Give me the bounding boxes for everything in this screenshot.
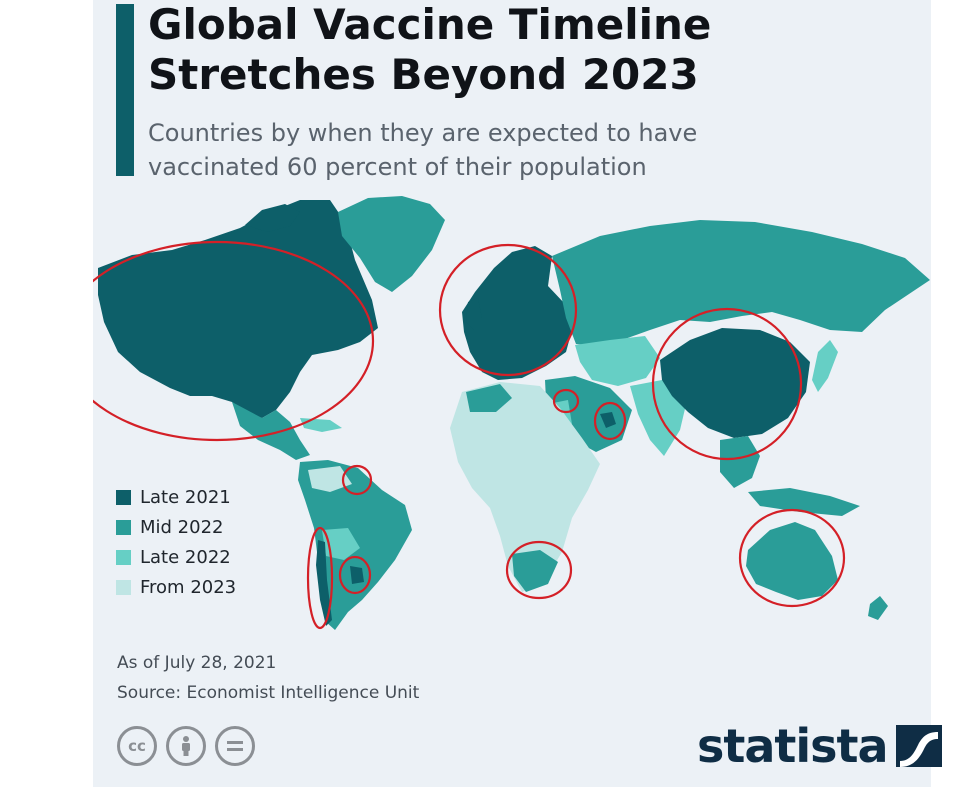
region-venezuela	[308, 466, 352, 492]
region-caribbean	[300, 418, 342, 432]
legend-label: From 2023	[140, 576, 237, 598]
map-legend: Late 2021 Mid 2022 Late 2022 From 2023	[116, 482, 236, 602]
region-southern-africa	[512, 550, 558, 592]
source-note: Source: Economist Intelligence Unit	[117, 683, 420, 703]
legend-label: Late 2022	[140, 546, 231, 568]
region-mexico	[232, 402, 310, 460]
legend-swatch	[116, 579, 131, 595]
as-of-date: As of July 28, 2021	[117, 653, 277, 673]
region-uk	[466, 298, 482, 330]
region-japan	[812, 340, 838, 392]
license-icons: cc	[117, 726, 255, 766]
legend-item-late-2022: Late 2022	[116, 542, 236, 572]
highlight-circle-chile	[306, 526, 334, 630]
region-southeast-asia	[720, 436, 760, 488]
highlight-circle-europe	[438, 243, 578, 377]
region-russia	[552, 220, 930, 346]
highlight-circle-caribbean	[341, 464, 373, 496]
creative-commons-icon[interactable]: cc	[117, 726, 157, 766]
region-africa	[450, 382, 600, 592]
title-accent-bar	[116, 4, 134, 176]
title-line-1: Global Vaccine Timeline	[148, 0, 712, 49]
highlight-circle-australia	[738, 508, 846, 608]
legend-swatch	[116, 519, 131, 535]
region-uae-qatar	[600, 412, 616, 428]
region-chile	[316, 540, 332, 626]
region-north-africa	[466, 384, 512, 412]
footnote: As of July 28, 2021 Source: Economist In…	[117, 648, 419, 708]
legend-label: Mid 2022	[140, 516, 224, 538]
no-derivatives-icon[interactable]	[215, 726, 255, 766]
region-uruguay	[350, 566, 364, 584]
region-china	[660, 328, 810, 438]
subtitle-line-2: vaccinated 60 percent of their populatio…	[148, 153, 647, 181]
legend-item-mid-2022: Mid 2022	[116, 512, 236, 542]
highlight-circle-uruguay	[338, 555, 372, 595]
attribution-person-icon[interactable]	[166, 726, 206, 766]
chart-title: Global Vaccine Timeline Stretches Beyond…	[148, 0, 928, 100]
region-greenland	[338, 196, 445, 292]
region-australia	[746, 522, 838, 600]
region-north-america	[98, 200, 378, 418]
highlight-circle-israel	[552, 388, 580, 414]
highlight-circle-south-africa	[505, 540, 573, 600]
legend-swatch	[116, 549, 131, 565]
subtitle-line-1: Countries by when they are expected to h…	[148, 119, 698, 147]
region-bolivia-paraguay	[322, 528, 360, 560]
region-middle-east	[545, 376, 632, 452]
highlight-circle-gulf	[593, 401, 627, 441]
title-line-2: Stretches Beyond 2023	[148, 50, 699, 99]
brand-name: statista	[697, 719, 889, 773]
chart-subtitle: Countries by when they are expected to h…	[148, 116, 908, 184]
legend-label: Late 2021	[140, 486, 231, 508]
legend-item-late-2021: Late 2021	[116, 482, 236, 512]
legend-swatch	[116, 489, 131, 505]
region-central-asia	[575, 336, 660, 386]
statista-mark-icon	[895, 725, 942, 767]
region-europe	[462, 246, 572, 380]
statista-logo[interactable]: statista	[697, 718, 942, 774]
region-arctic-islands	[245, 204, 300, 232]
region-indonesia	[748, 488, 860, 516]
highlight-circle-china	[651, 307, 803, 461]
legend-item-from-2023: From 2023	[116, 572, 236, 602]
highlight-circle-north-america	[93, 240, 375, 442]
region-new-zealand	[868, 596, 888, 620]
